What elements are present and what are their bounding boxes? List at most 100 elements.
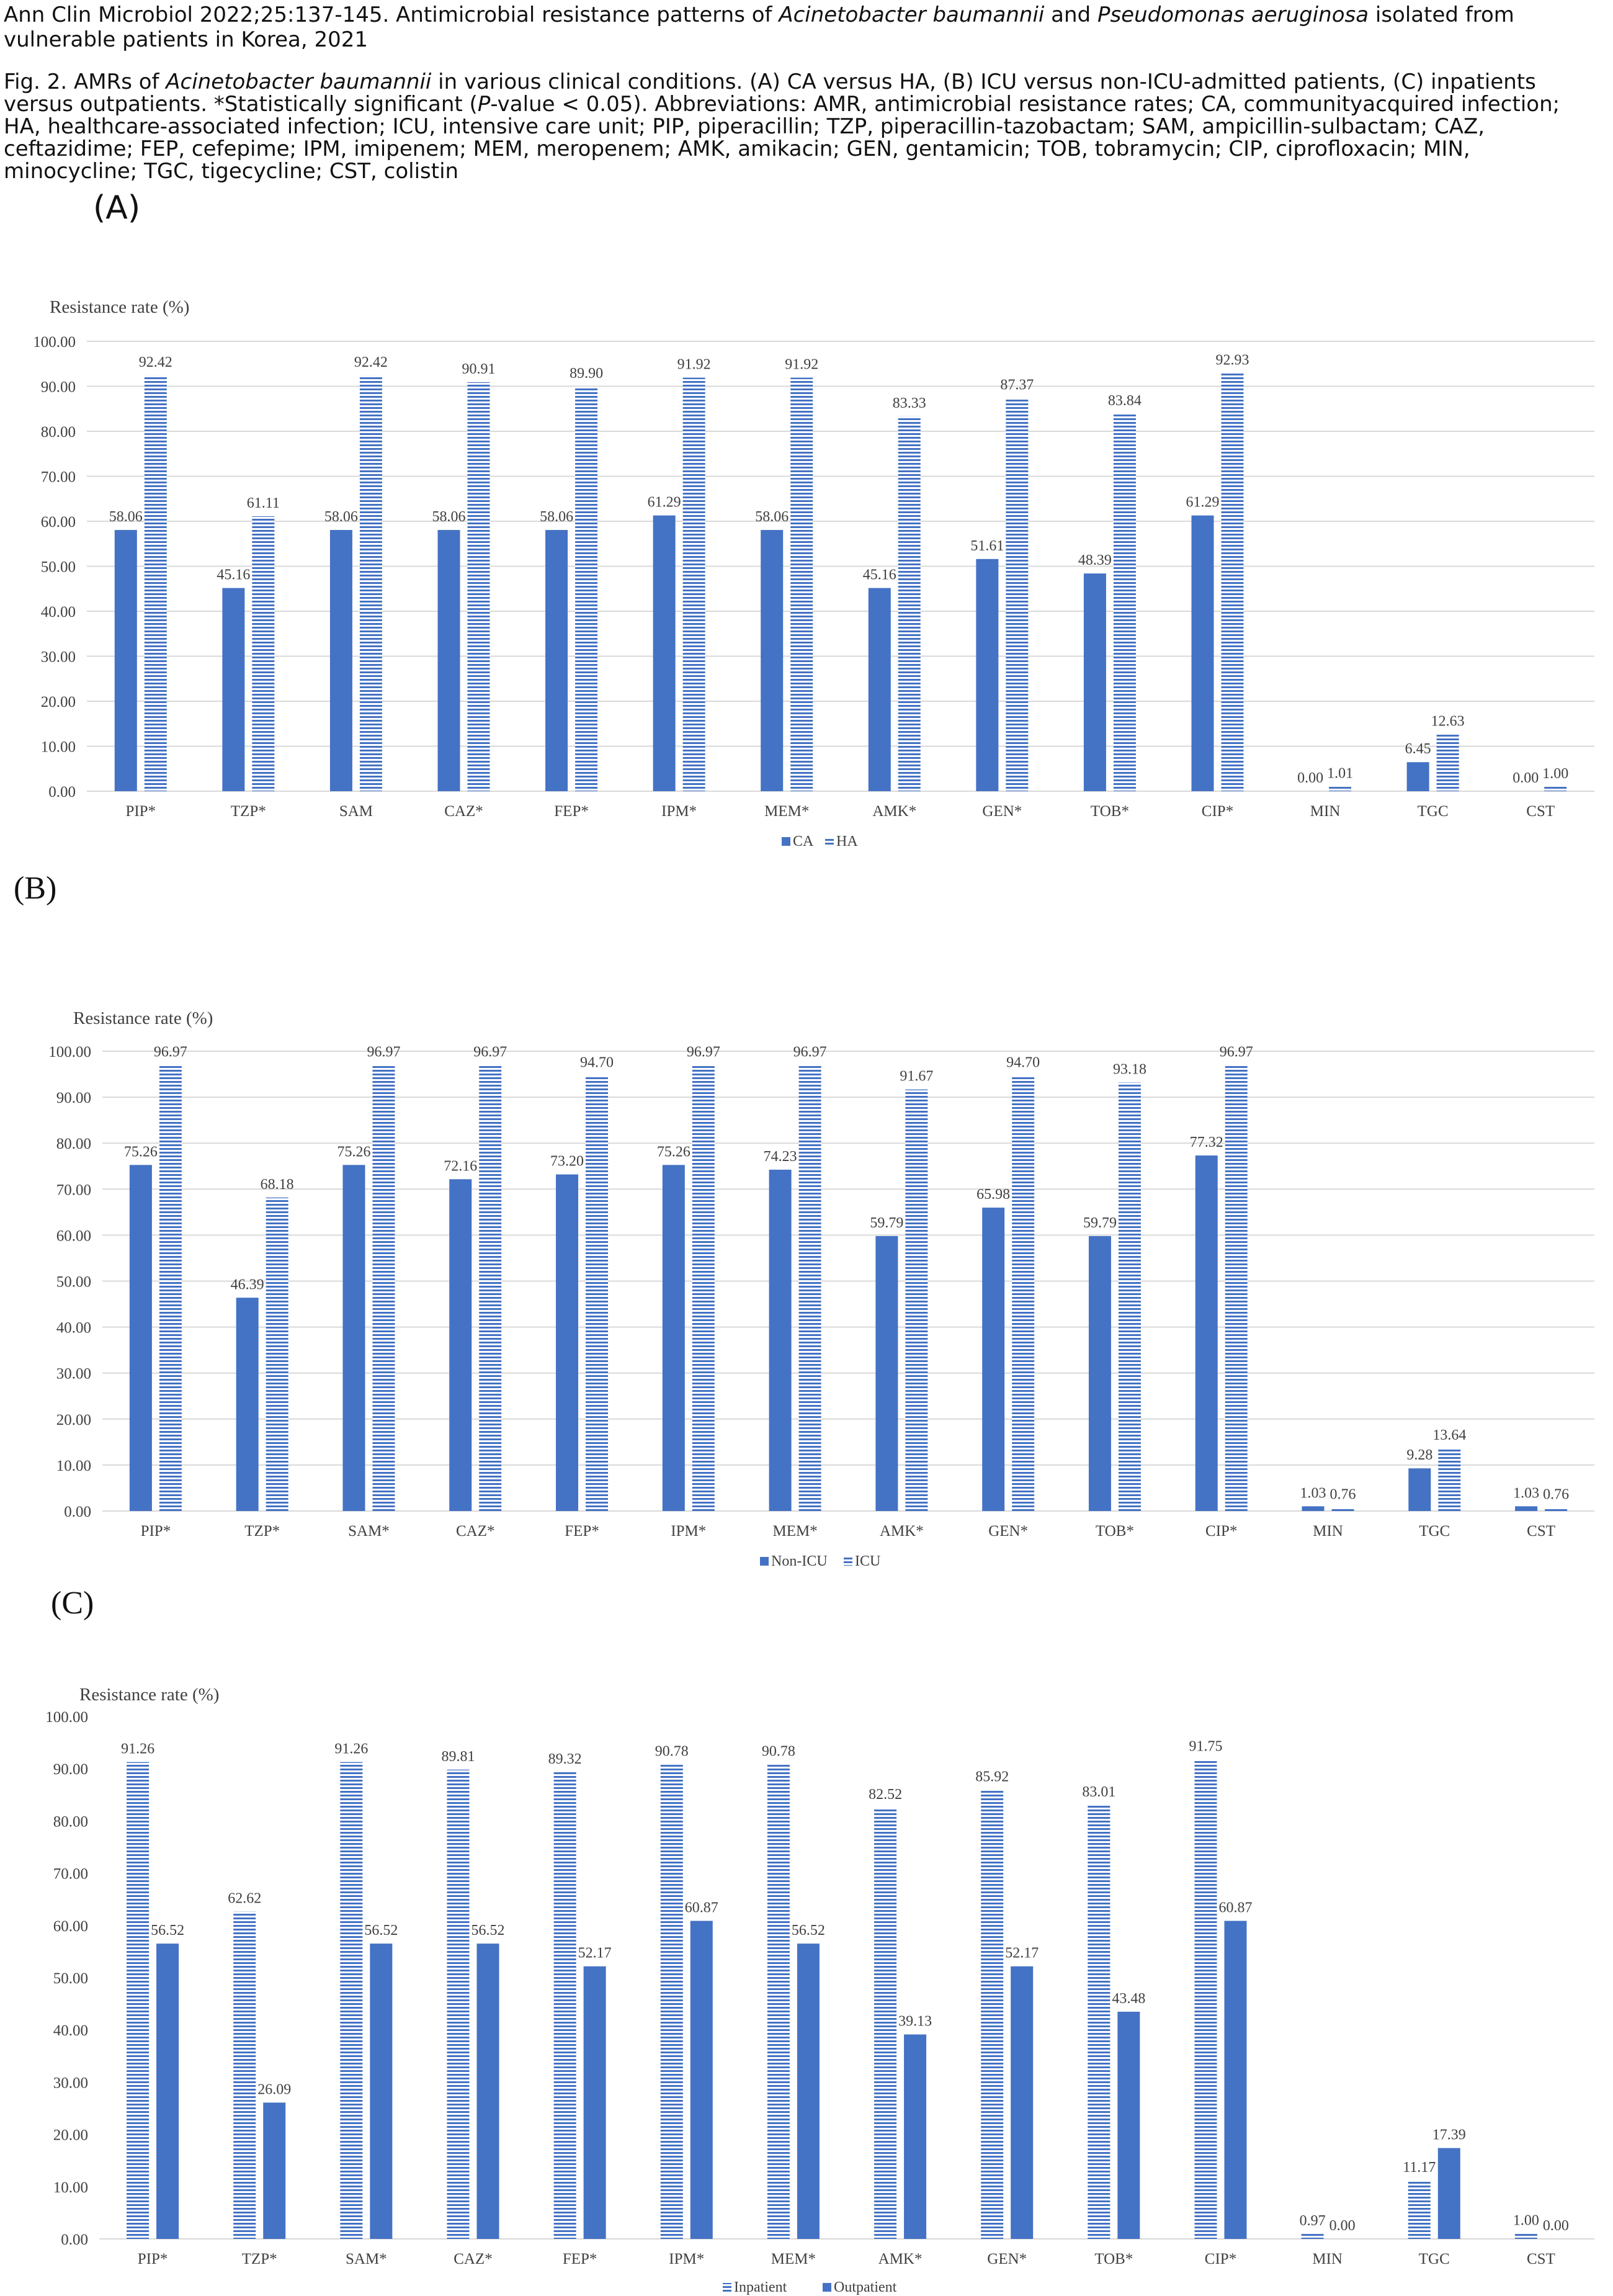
data-label: 9.28 (1406, 1447, 1432, 1463)
chart-b: Resistance rate (%) 0.00 10.00 20.00 30.00 40… (48, 1008, 1594, 1569)
data-label: 93.18 (1113, 1062, 1146, 1078)
data-label: 1.00 (1542, 766, 1568, 782)
x-tick-label: TZP* (231, 803, 266, 820)
data-label: 26.09 (257, 2081, 291, 2097)
x-tick-label: SAM* (348, 1523, 390, 1540)
y-tick-label: 70.00 (41, 469, 76, 486)
data-label: 91.92 (677, 357, 711, 373)
x-tick-label: TOB* (1094, 2251, 1133, 2267)
data-label: 90.91 (462, 361, 496, 377)
data-label: 0.00 (1512, 770, 1539, 786)
bar-outpatient-tzp (263, 2102, 286, 2239)
legend-swatch (782, 837, 790, 846)
bar-inpatient-tgc (1408, 2180, 1431, 2239)
data-label: 75.26 (124, 1144, 158, 1160)
data-label: 96.97 (1220, 1044, 1253, 1060)
x-tick-label: CIP* (1205, 1523, 1237, 1540)
bar-non-icu-caz (449, 1179, 472, 1511)
data-label: 52.17 (1005, 1945, 1039, 1962)
y-tick-label: 0.00 (48, 784, 76, 800)
data-label: 0.76 (1543, 1486, 1569, 1502)
data-label: 0.76 (1330, 1486, 1356, 1502)
y-tick-label: 60.00 (53, 1918, 88, 1935)
x-tick-label: MEM* (771, 2251, 816, 2267)
bar-ca-gen (976, 558, 999, 791)
bar-outpatient-cip (1224, 1921, 1247, 2239)
data-label: 73.20 (550, 1154, 584, 1170)
bar-non-icu-min (1302, 1506, 1325, 1511)
data-label: 91.92 (785, 357, 818, 373)
bar-icu-pip (159, 1065, 182, 1511)
bar-icu-tzp (266, 1197, 288, 1511)
caption-species: Acinetobacter baumannii (166, 70, 432, 94)
bar-icu-sam (372, 1065, 395, 1511)
data-label: 89.90 (570, 365, 603, 382)
bar-inpatient-pip (127, 1762, 150, 2239)
bar-icu-tob (1118, 1082, 1141, 1511)
panel-label-c: (C) (51, 1585, 94, 1621)
citation-species-1: Acinetobacter baumannii (779, 2, 1045, 27)
bar-outpatient-tgc (1437, 2148, 1460, 2239)
legend-label: Outpatient (834, 2279, 897, 2295)
y-axis-label: Resistance rate (%) (79, 1685, 219, 1705)
data-label: 43.48 (1112, 1991, 1145, 2007)
data-label: 59.79 (1083, 1215, 1117, 1231)
data-label: 45.16 (217, 567, 250, 583)
citation-suffix: isolated from vulnerable patients in Kor… (4, 2, 1514, 52)
figure-header: Ann Clin Microbiol 2022;25:137-145. Anti… (4, 2, 1598, 182)
x-tick-label: IPM* (661, 803, 697, 820)
legend-swatch (760, 1557, 769, 1566)
x-tick-label: TZP* (244, 1523, 280, 1540)
data-label: 61.29 (1186, 495, 1220, 511)
x-tick-label: GEN* (987, 2251, 1027, 2267)
legend-label: Non-ICU (771, 1553, 828, 1569)
data-label: 83.84 (1108, 393, 1142, 409)
x-tick-label: GEN* (988, 1523, 1028, 1540)
x-tick-label: CST (1527, 2251, 1555, 2267)
bar-non-icu-sam (342, 1165, 365, 1511)
bar-ha-sam (359, 375, 382, 791)
data-label: 62.62 (228, 1891, 261, 1907)
data-label: 94.70 (1006, 1054, 1040, 1070)
x-tick-label: CAZ* (454, 2251, 493, 2267)
y-tick-label: 10.00 (41, 739, 76, 756)
bar-outpatient-fep (583, 1966, 606, 2239)
y-tick-label: 40.00 (56, 1320, 91, 1337)
y-tick-label: 30.00 (56, 1366, 91, 1383)
y-axis-label: Resistance rate (%) (73, 1008, 213, 1028)
bar-inpatient-mem (767, 1764, 790, 2239)
x-tick-label: MEM* (764, 803, 809, 820)
bar-ha-tzp (252, 516, 275, 791)
data-label: 61.29 (648, 495, 681, 511)
legend-label: Inpatient (734, 2279, 787, 2295)
data-label: 75.26 (657, 1144, 690, 1160)
bar-outpatient-pip (156, 1944, 179, 2239)
data-label: 12.63 (1431, 713, 1465, 729)
data-label: 91.75 (1189, 1738, 1223, 1754)
bar-ca-mem (761, 530, 784, 791)
bar-ca-sam (329, 530, 352, 791)
data-label: 75.26 (337, 1144, 370, 1160)
data-label: 39.13 (898, 2014, 932, 2030)
citation-species-2: Pseudomonas aeruginosa (1097, 2, 1369, 27)
legend-label: HA (836, 833, 858, 850)
data-label: 56.52 (471, 1922, 505, 1939)
bar-outpatient-tob (1117, 2011, 1140, 2239)
bar-ha-fep (575, 387, 598, 791)
data-label: 91.26 (121, 1741, 154, 1757)
x-tick-label: CAZ* (444, 803, 483, 820)
y-tick-label: 20.00 (56, 1412, 91, 1428)
bar-inpatient-sam (340, 1762, 363, 2239)
bar-non-icu-cip (1195, 1155, 1218, 1511)
data-label: 87.37 (1000, 377, 1034, 393)
legend-swatch (844, 1557, 852, 1566)
legend-label: ICU (855, 1553, 880, 1569)
data-label: 51.61 (970, 538, 1004, 554)
chart-a: Resistance rate (%) 0.00 10.00 20.00 30.00 40… (33, 297, 1594, 850)
bar-outpatient-mem (797, 1944, 820, 2239)
y-tick-label: 40.00 (53, 2022, 88, 2039)
bar-ca-tzp (222, 588, 245, 791)
bar-ha-ipm (682, 377, 705, 791)
data-label: 92.42 (139, 354, 172, 370)
bar-icu-cst (1545, 1507, 1568, 1511)
